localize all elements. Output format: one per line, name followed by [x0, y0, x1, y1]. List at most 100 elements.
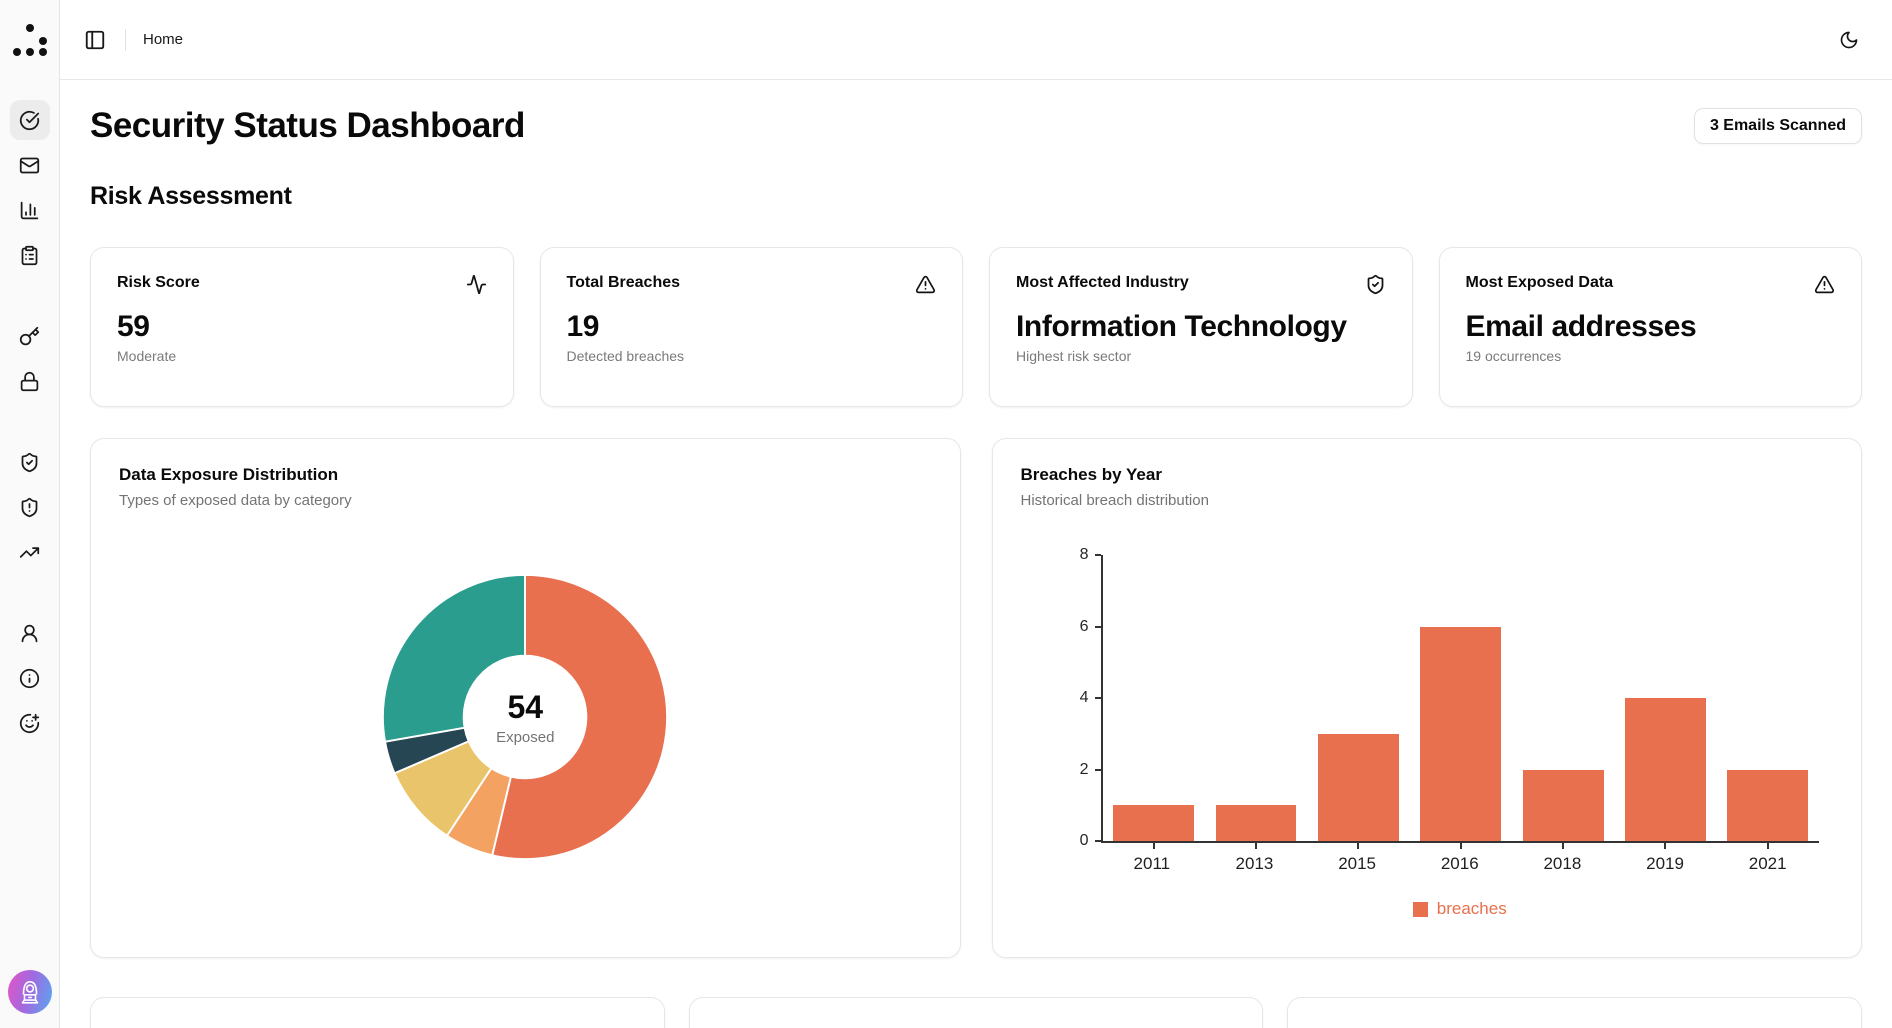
- stat-label: Most Affected Industry: [1016, 274, 1189, 291]
- x-axis-tick-mark: [1152, 843, 1155, 849]
- bar-2015[interactable]: [1317, 733, 1399, 841]
- info-icon: [19, 668, 40, 688]
- chart-grid: Data Exposure Distribution Types of expo…: [90, 438, 1862, 958]
- x-axis-label-2016: 2016: [1440, 854, 1479, 873]
- bar-chart: 0 2 4 6 8 2011 2013 2015 2016 2018 2019 2021 breac…: [1080, 546, 1820, 919]
- x-axis-label-2021: 2021: [1748, 854, 1787, 873]
- stat-label: Total Breaches: [566, 274, 681, 291]
- sidebar-item-emails[interactable]: [10, 145, 50, 185]
- donut-segment-4[interactable]: [382, 573, 527, 743]
- x-axis-tick-mark: [1459, 843, 1462, 849]
- sidebar-item-trends[interactable]: [10, 532, 50, 572]
- stat-card-risk-score: Risk Score 59 Moderate: [90, 247, 514, 407]
- sidebar-toggle-button[interactable]: [82, 27, 108, 53]
- bar-slot-2018: [1512, 555, 1614, 849]
- app-logo[interactable]: [0, 0, 59, 80]
- bar-2019[interactable]: [1625, 698, 1706, 841]
- bar-plot-area: 0 2 4 6 8: [1080, 546, 1819, 849]
- y-axis-tick-label: 6: [1079, 617, 1089, 635]
- partial-card: [90, 997, 665, 1028]
- main-column: Home Security Status Dashboard 3 Emails …: [60, 0, 1892, 1028]
- x-axis-label-2011: 2011: [1133, 854, 1171, 873]
- user-icon: [21, 624, 38, 642]
- chart-subtitle: Historical breach distribution: [1020, 492, 1209, 509]
- shield-check-icon: [21, 452, 38, 472]
- y-axis-tick-mark: [1094, 840, 1101, 842]
- section-title: Risk Assessment: [90, 182, 292, 210]
- bar-2016[interactable]: [1420, 626, 1502, 841]
- breadcrumb[interactable]: Home: [143, 31, 184, 48]
- mail-icon: [19, 157, 40, 173]
- sidebar-item-scan-status[interactable]: [9, 100, 50, 140]
- sidebar-item-account[interactable]: [10, 613, 50, 653]
- smile-plus-icon: [19, 713, 40, 733]
- bar-slot-2019: [1614, 555, 1716, 849]
- clipboard-list-icon: [21, 245, 38, 265]
- bar-2013[interactable]: [1215, 805, 1297, 841]
- page-title: Security Status Dashboard: [90, 106, 525, 145]
- bar-2011[interactable]: [1113, 805, 1195, 841]
- legend-swatch: [1412, 901, 1428, 917]
- stat-value: 59: [117, 310, 150, 343]
- stat-card-grid: Risk Score 59 Moderate Total Breaches 19…: [90, 247, 1862, 407]
- chart-legend: breaches: [1101, 899, 1820, 919]
- stat-value: 19: [566, 310, 600, 343]
- stat-card-total-breaches: Total Breaches 19 Detected breaches: [539, 247, 963, 407]
- bar-chart-card: Breaches by Year Historical breach distr…: [991, 438, 1862, 958]
- stat-subtitle: 19 occurrences: [1465, 348, 1562, 364]
- topbar-divider: [125, 28, 126, 51]
- y-axis-tick-label: 2: [1079, 760, 1089, 778]
- topbar: Home: [60, 0, 1892, 80]
- stat-label: Risk Score: [117, 274, 200, 291]
- sidebar-item-passwords[interactable]: [10, 361, 50, 401]
- bar-slot-2015: [1307, 555, 1409, 849]
- x-axis-tick-mark: [1664, 843, 1667, 849]
- donut-chart: 54 Exposed: [379, 571, 671, 863]
- x-axis-tick-mark: [1357, 843, 1360, 849]
- sidebar-item-shield-check[interactable]: [10, 442, 50, 482]
- legend-label[interactable]: breaches: [1436, 899, 1507, 918]
- sidebar-item-about[interactable]: [10, 658, 50, 698]
- bar-2021[interactable]: [1727, 769, 1809, 841]
- x-axis-labels: 2011 2013 2015 2016 2018 2019 2021: [1101, 854, 1820, 874]
- bottom-card-row: [90, 997, 1862, 1028]
- user-avatar[interactable]: [7, 970, 52, 1014]
- logo-dot: [13, 48, 21, 56]
- y-axis-tick-label: 8: [1079, 546, 1089, 563]
- donut-segment-0[interactable]: [491, 573, 669, 861]
- x-axis-label-2013: 2013: [1235, 854, 1274, 873]
- sidebar: [0, 0, 60, 1028]
- stat-card-most-affected-industry: Most Affected Industry Information Techn…: [989, 247, 1413, 407]
- bar-slot-2016: [1410, 555, 1512, 849]
- y-axis-tick-mark: [1094, 697, 1101, 699]
- bar-slot-2013: [1205, 555, 1307, 849]
- sidebar-item-reports[interactable]: [10, 235, 50, 275]
- donut-svg: [382, 573, 669, 861]
- theme-toggle-button[interactable]: [1836, 27, 1862, 53]
- stat-subtitle: Highest risk sector: [1016, 348, 1132, 364]
- y-axis-tick-label: 0: [1079, 832, 1089, 849]
- y-axis-tick-mark: [1094, 625, 1101, 628]
- y-axis-tick-mark: [1094, 554, 1101, 556]
- chart-title: Breaches by Year: [1020, 465, 1162, 484]
- page-content: Security Status Dashboard 3 Emails Scann…: [60, 80, 1892, 1028]
- x-axis-tick-mark: [1255, 843, 1258, 849]
- trending-up-icon: [19, 546, 40, 558]
- stat-subtitle: Detected breaches: [566, 348, 685, 364]
- bar-2018[interactable]: [1522, 769, 1604, 841]
- logo-dot: [26, 48, 34, 56]
- y-axis-tick-label: 4: [1079, 689, 1089, 706]
- bar-slot-2011: [1103, 555, 1205, 849]
- x-axis-label-2015: 2015: [1338, 854, 1377, 873]
- x-axis-tick-mark: [1562, 843, 1565, 849]
- logo-dot: [39, 48, 47, 56]
- sidebar-item-analytics[interactable]: [10, 190, 50, 230]
- sidebar-item-keys[interactable]: [10, 316, 50, 356]
- sidebar-item-shield-alerts[interactable]: [10, 487, 50, 527]
- stat-card-most-exposed-data: Most Exposed Data Email addresses 19 occ…: [1438, 247, 1862, 407]
- chart-title: Data Exposure Distribution: [119, 465, 339, 484]
- x-axis-label-2019: 2019: [1646, 854, 1684, 873]
- sidebar-item-feedback[interactable]: [10, 703, 50, 743]
- panel-left-icon: [85, 30, 105, 49]
